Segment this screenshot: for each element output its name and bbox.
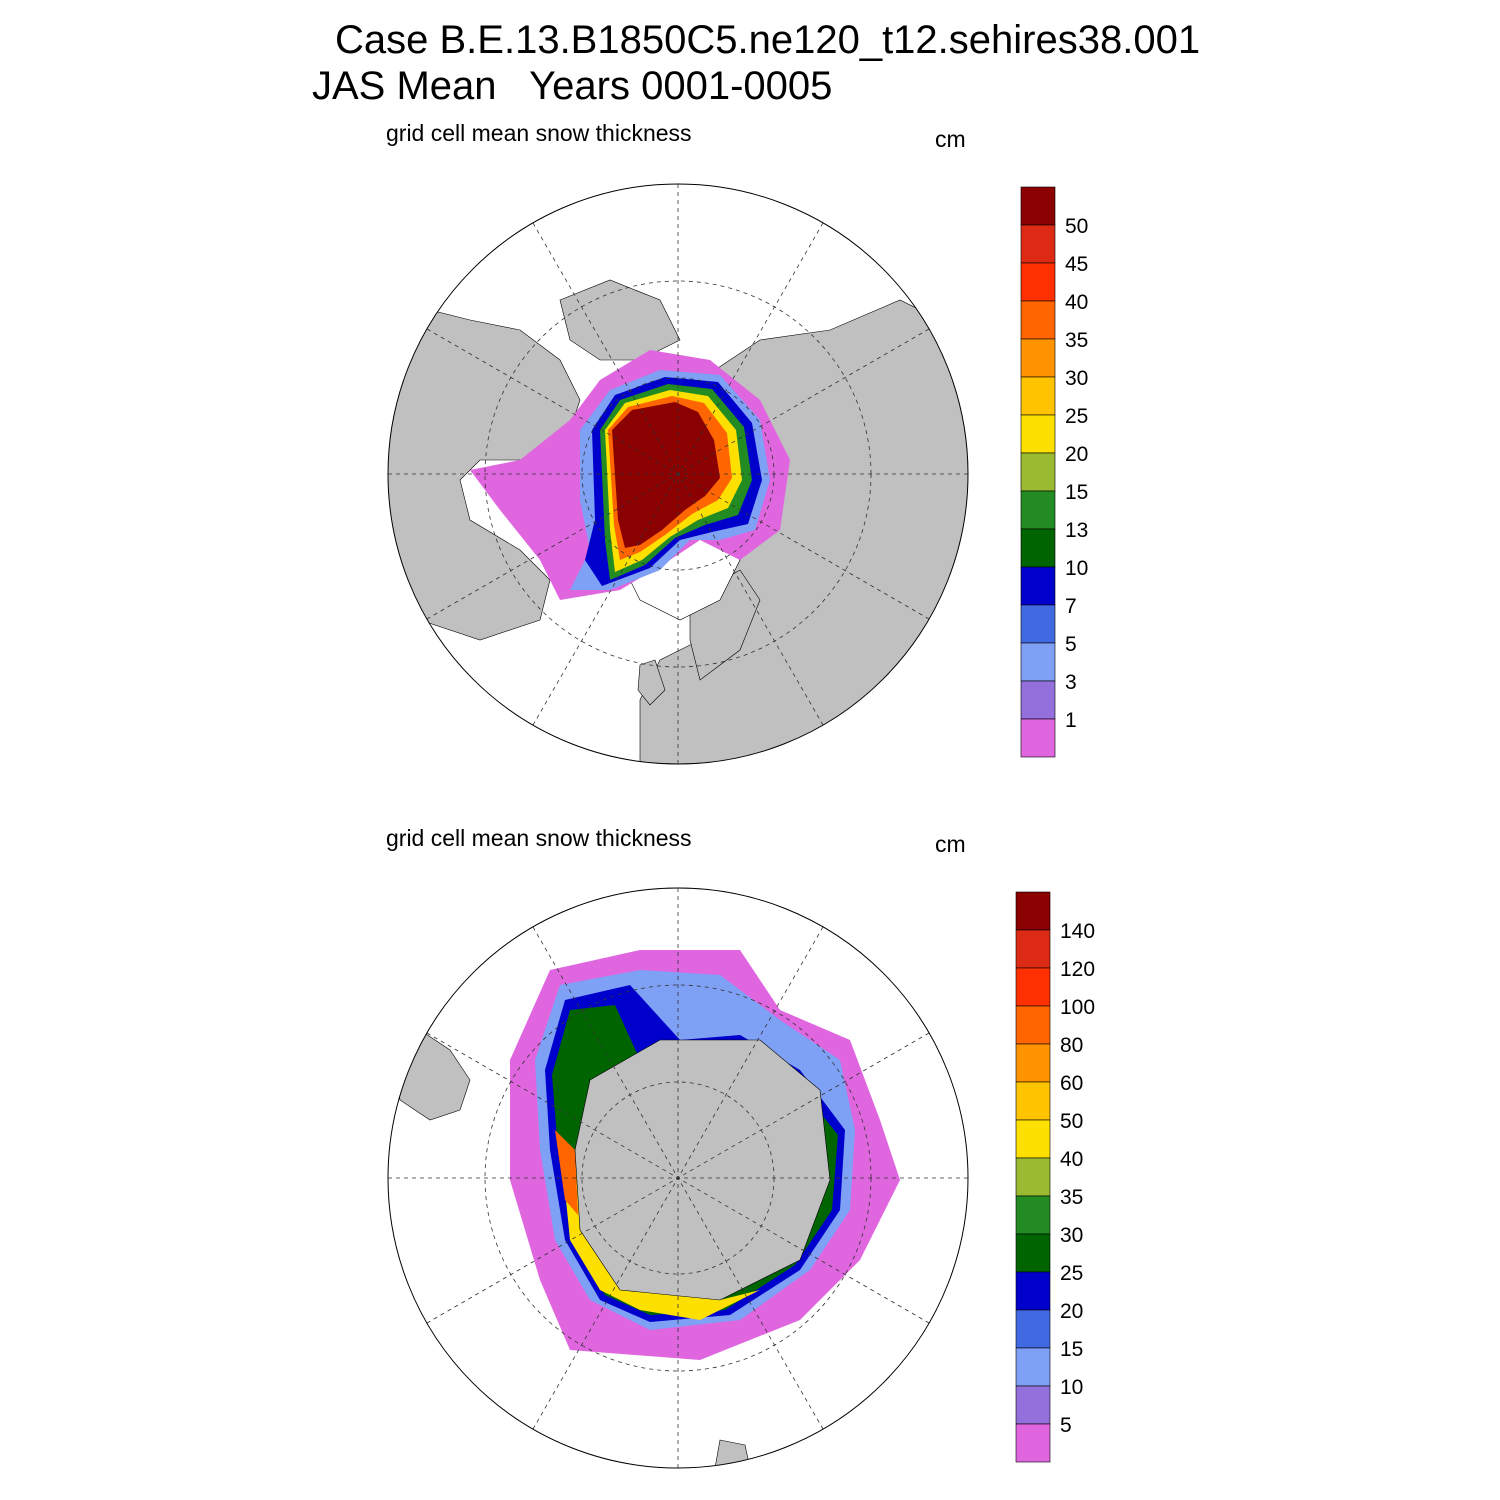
antarctic-colorbar-tick-label: 30 xyxy=(1060,1224,1083,1247)
antarctic-colorbar-tick-label: 120 xyxy=(1060,958,1095,981)
antarctic-colorbar-box xyxy=(1015,929,1051,969)
arctic-colorbar-box xyxy=(1020,642,1056,682)
antarctic-colorbar-tick-label: 20 xyxy=(1060,1300,1083,1323)
antarctic-colorbar-box xyxy=(1015,1347,1051,1387)
antarctic-colorbar-tick-label: 5 xyxy=(1060,1414,1072,1437)
antarctic-colorbar-box xyxy=(1015,1271,1051,1311)
arctic-units-label: cm xyxy=(935,126,966,152)
antarctic-colorbar-box xyxy=(1015,1309,1051,1349)
figure-title-line1: Case B.E.13.B1850C5.ne120_t12.sehires38.… xyxy=(335,18,1201,62)
antarctic-colorbar-tick-label: 10 xyxy=(1060,1376,1083,1399)
antarctic-map-border xyxy=(387,887,969,1469)
antarctic-colorbar-box xyxy=(1015,1119,1051,1159)
arctic-colorbar-box xyxy=(1020,680,1056,720)
antarctic-colorbar-tick-label: 25 xyxy=(1060,1262,1083,1285)
antarctic-colorbar-tick-label: 35 xyxy=(1060,1186,1083,1209)
arctic-colorbar-tick-label: 13 xyxy=(1065,519,1088,542)
arctic-land-north-america xyxy=(388,309,581,641)
antarctic-colorbar-box xyxy=(1015,1005,1051,1045)
arctic-colorbar-box xyxy=(1020,452,1056,492)
arctic-colorbar-tick-label: 50 xyxy=(1065,215,1088,238)
arctic-colorbar-tick-label: 25 xyxy=(1065,405,1088,428)
antarctic-colorbar-tick-label: 50 xyxy=(1060,1110,1083,1133)
arctic-colorbar-tick-label: 40 xyxy=(1065,291,1088,314)
arctic-colorbar-tick-label: 45 xyxy=(1065,253,1088,276)
antarctic-units-label: cm xyxy=(935,831,966,857)
arctic-colorbar-box xyxy=(1020,300,1056,340)
arctic-colorbar-box xyxy=(1020,186,1056,226)
antarctic-map xyxy=(388,888,968,1468)
antarctic-colorbar-box xyxy=(1015,1195,1051,1235)
antarctic-colorbar-box xyxy=(1015,967,1051,1007)
antarctic-colorbar-box xyxy=(1015,1233,1051,1273)
antarctic-panel-title: grid cell mean snow thickness xyxy=(386,825,692,851)
arctic-colorbar: 50 45 40 35 30 25 20 15 13 10 7 5 3 1 xyxy=(1020,186,1088,758)
antarctic-snow-band-6 xyxy=(552,1005,838,1315)
arctic-colorbar-box xyxy=(1020,414,1056,454)
antarctic-colorbar-box xyxy=(1015,1081,1051,1121)
arctic-panel-title: grid cell mean snow thickness xyxy=(386,120,692,146)
antarctic-colorbar-tick-label: 100 xyxy=(1060,996,1095,1019)
arctic-colorbar-tick-label: 10 xyxy=(1065,557,1088,580)
arctic-colorbar-tick-label: 3 xyxy=(1065,671,1077,694)
arctic-land-alaska xyxy=(559,279,681,361)
arctic-colorbar-tick-label: 7 xyxy=(1065,595,1077,618)
arctic-colorbar-box xyxy=(1020,376,1056,416)
arctic-colorbar-box xyxy=(1020,528,1056,568)
arctic-colorbar-box xyxy=(1020,490,1056,530)
arctic-colorbar-box xyxy=(1020,338,1056,378)
antarctic-colorbar-box xyxy=(1015,1157,1051,1197)
arctic-map xyxy=(388,184,968,764)
arctic-colorbar-tick-label: 1 xyxy=(1065,709,1077,732)
antarctic-colorbar-tick-label: 80 xyxy=(1060,1034,1083,1057)
antarctic-colorbar-tick-label: 15 xyxy=(1060,1338,1083,1361)
arctic-colorbar-box xyxy=(1020,718,1056,758)
antarctic-land-antarctica xyxy=(574,1039,831,1301)
arctic-land-uk xyxy=(637,659,666,706)
antarctic-colorbar-box xyxy=(1015,1385,1051,1425)
arctic-graticule xyxy=(388,184,968,764)
arctic-colorbar-box xyxy=(1020,224,1056,264)
arctic-colorbar-tick-label: 20 xyxy=(1065,443,1088,466)
antarctic-colorbar-tick-label: 40 xyxy=(1060,1148,1083,1171)
antarctic-colorbar-tick-label: 60 xyxy=(1060,1072,1083,1095)
arctic-colorbar-box xyxy=(1020,566,1056,606)
arctic-colorbar-box xyxy=(1020,262,1056,302)
arctic-snow-band-15 xyxy=(612,402,720,548)
arctic-colorbar-box xyxy=(1020,604,1056,644)
figure-title-line2: JAS Mean Years 0001-0005 xyxy=(312,64,833,108)
arctic-colorbar-tick-label: 5 xyxy=(1065,633,1077,656)
arctic-colorbar-tick-label: 15 xyxy=(1065,481,1088,504)
antarctic-colorbar-box xyxy=(1015,1423,1051,1463)
arctic-colorbar-tick-label: 35 xyxy=(1065,329,1088,352)
antarctic-graticule xyxy=(388,888,968,1468)
arctic-map-border xyxy=(387,183,969,765)
antarctic-snow-band-12 xyxy=(555,1130,578,1215)
antarctic-colorbar-box xyxy=(1015,1043,1051,1083)
antarctic-colorbar-box xyxy=(1015,891,1051,931)
antarctic-colorbar: 140 120 100 80 60 50 40 35 30 25 20 15 10 5 xyxy=(1015,891,1095,1463)
arctic-colorbar-tick-label: 30 xyxy=(1065,367,1088,390)
antarctic-colorbar-tick-label: 140 xyxy=(1060,920,1095,943)
